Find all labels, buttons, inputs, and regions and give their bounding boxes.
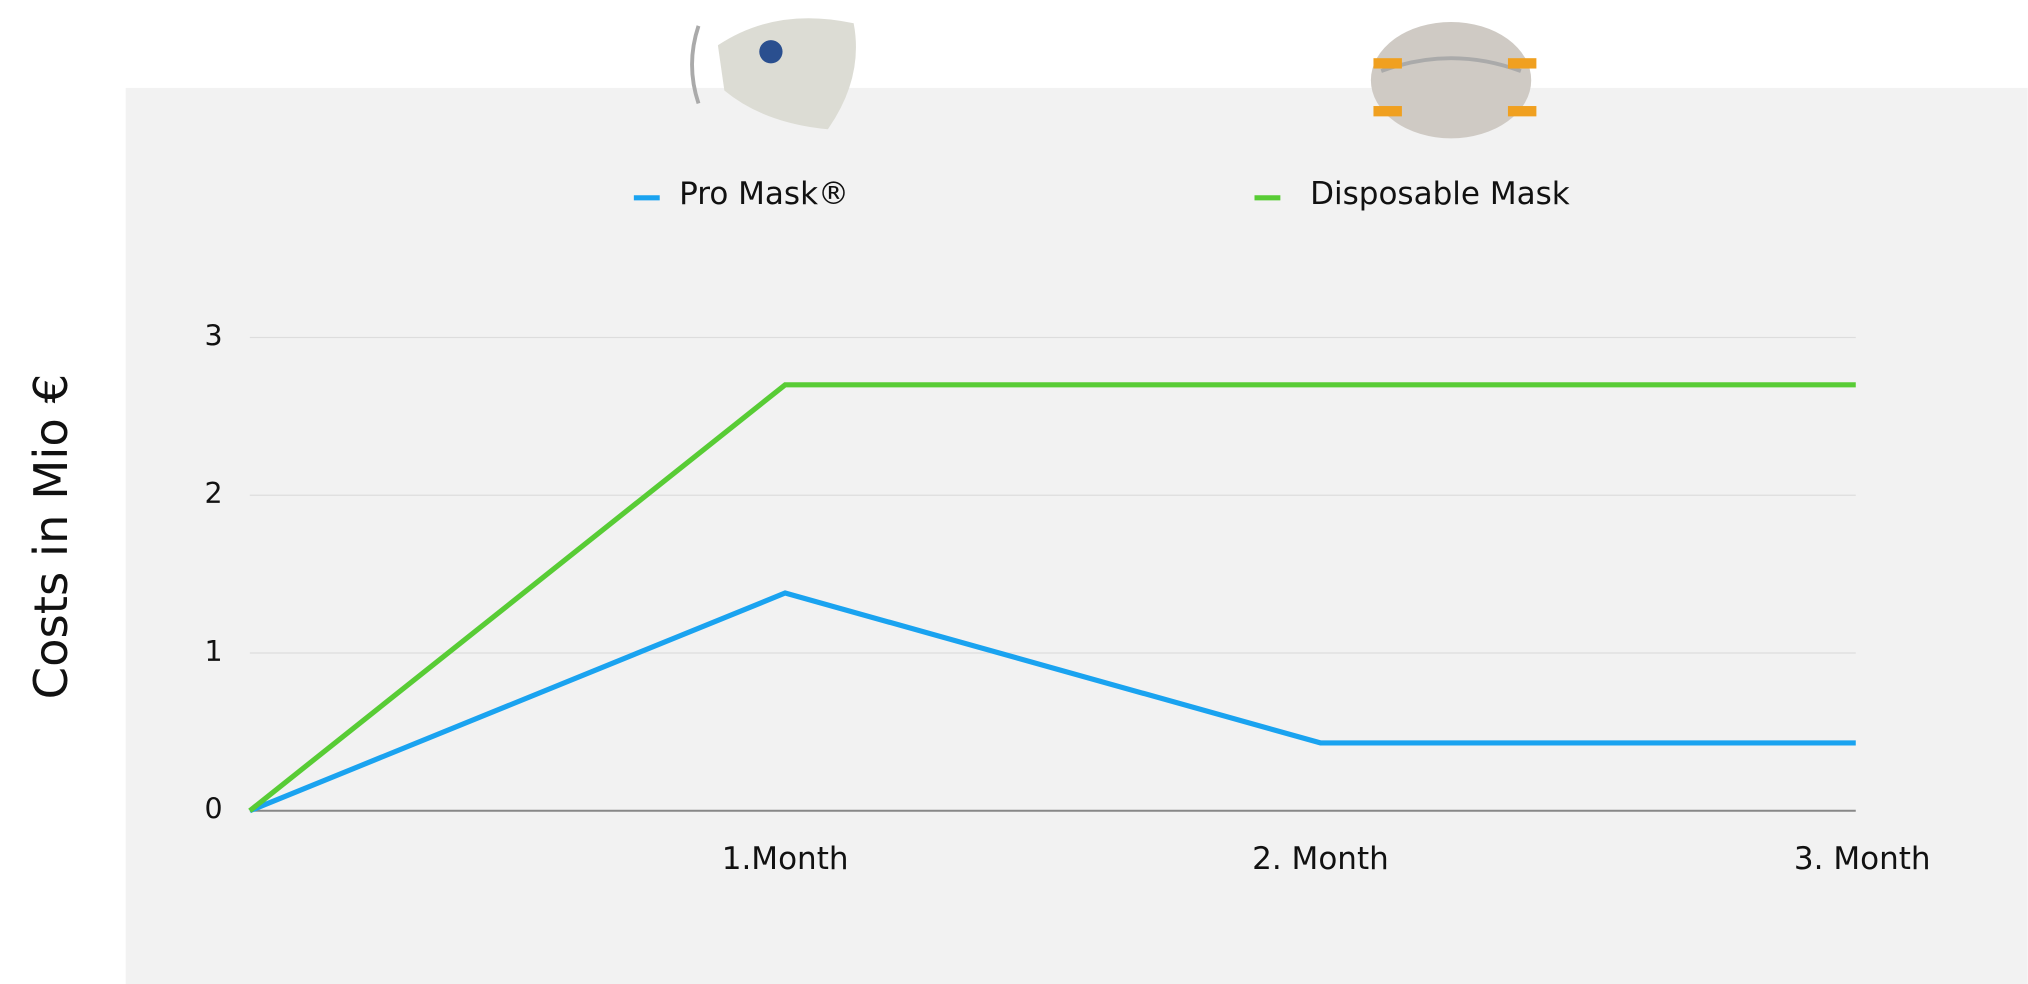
x-tick-label: 2. Month [1252,841,1389,877]
y-axis-title: Costs in Mio € [24,374,78,700]
x-tick-label: 1.Month [722,841,849,877]
y-tick-label: 2 [205,477,223,510]
chart: Costs in Mio € 0 1 2 3 1.Month 2. Month 3. Mon… [0,0,2028,984]
legend-label: Disposable Mask [1310,176,1570,212]
y-tick-label: 1 [205,635,223,668]
legend-label: Pro Mask® [679,176,849,212]
x-tick-label: 3. Month [1794,841,1931,877]
panel [126,88,2028,984]
y-tick-label: 0 [205,793,223,826]
y-tick-label: 3 [205,319,223,352]
